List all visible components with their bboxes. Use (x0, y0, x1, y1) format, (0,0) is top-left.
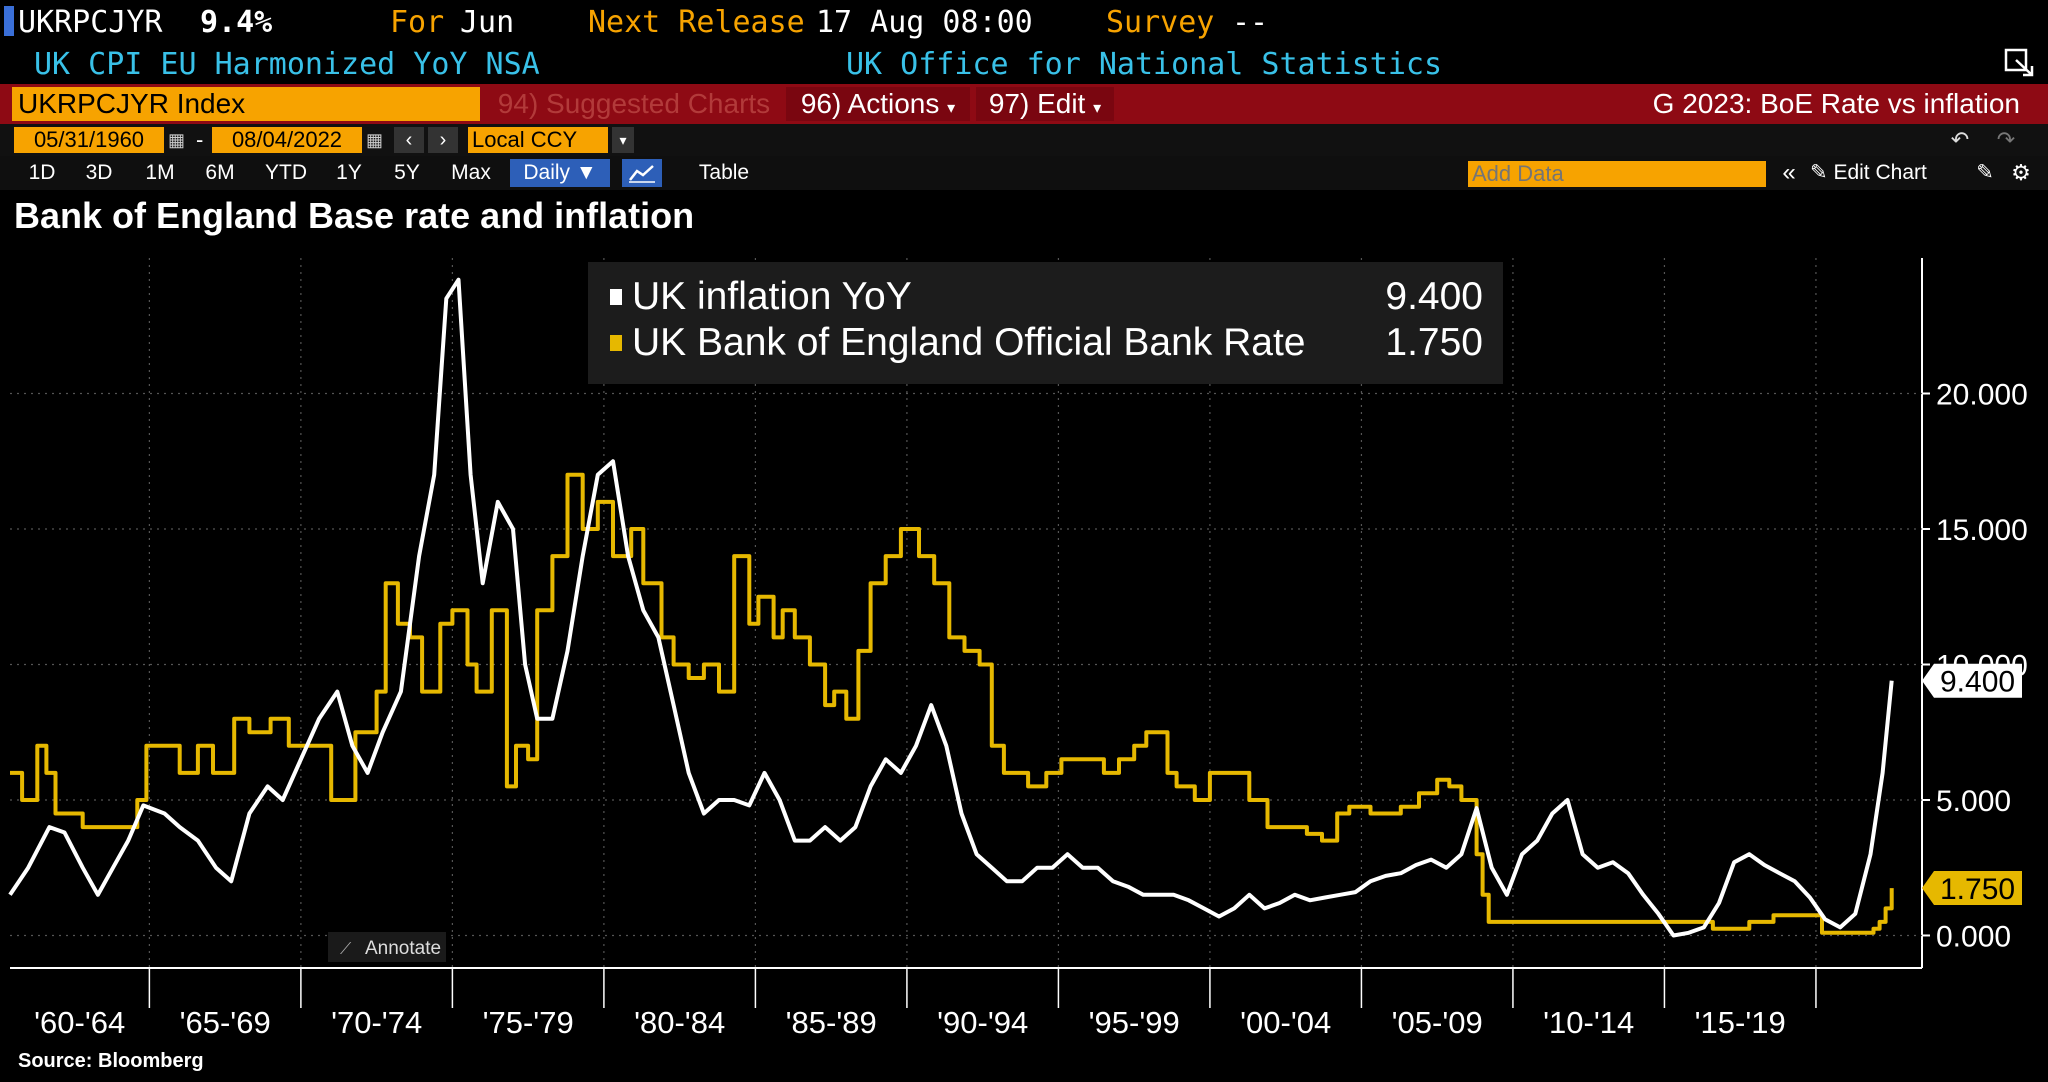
grid-lines (10, 258, 1923, 969)
actions-label: 96) Actions (800, 88, 940, 119)
source-organization: UK Office for National Statistics (846, 47, 1443, 82)
x-tick-label: '15-'19 (1695, 1005, 1786, 1040)
period-1d[interactable]: 1D (28, 161, 56, 184)
security-header-row: UKRPCJYR 9.4% For Jun Next Release 17 Au… (0, 0, 2048, 44)
next-period-button[interactable]: › (428, 127, 458, 153)
x-tick-label: '05-'09 (1392, 1005, 1483, 1040)
for-label: For (390, 5, 445, 40)
security-description: UK CPI EU Harmonized YoY NSA (34, 47, 540, 82)
annotate-label: Annotate (365, 938, 441, 959)
legend-swatch-inflation (610, 289, 622, 305)
y-tick-label: 0.000 (1936, 920, 2011, 953)
for-value: Jun (460, 5, 515, 40)
popout-icon[interactable] (2004, 48, 2036, 78)
ticker-marker (4, 6, 14, 36)
security-description-row: UK CPI EU Harmonized YoY NSA UK Office f… (0, 44, 2048, 84)
y-tick-label: 5.000 (1936, 785, 2011, 818)
edit-chart-button[interactable]: ✎ Edit Chart (1810, 159, 1968, 187)
currency-dropdown-icon[interactable]: ▾ (612, 127, 634, 153)
currency-select[interactable]: Local CCY (468, 127, 608, 153)
tag-value: 1.750 (1940, 873, 2015, 906)
edit-dropdown-icon: ▾ (1093, 100, 1102, 117)
frequency-select[interactable]: Daily ▼ (510, 159, 610, 187)
tag-shape (1922, 663, 2022, 698)
x-tick-label: '80-'84 (634, 1005, 725, 1040)
y-tick-label: 15.000 (1936, 514, 2028, 547)
line-chart[interactable]: '60-'64 '65-'69 '70-'74 '75-'79 '80-'84 '85-'… (0, 245, 2048, 1045)
survey-label: Survey (1106, 5, 1215, 40)
line-chart-icon[interactable] (622, 159, 662, 187)
start-calendar-icon[interactable]: ▦ (168, 130, 186, 150)
chart-name[interactable]: G 2023: BoE Rate vs inflation (1652, 88, 2020, 119)
legend-label-inflation: UK inflation YoY (632, 275, 912, 318)
inflation-last-value-tag: 9.400 (1922, 663, 2022, 699)
legend: UK inflation YoY 9.400 UK Bank of Englan… (588, 262, 1503, 384)
period-bar: 1D 3D 1M 6M YTD 1Y 5Y Max Daily ▼ Table … (0, 156, 2048, 190)
series-lines (8, 277, 1894, 938)
x-tick-label: '90-'94 (937, 1005, 1028, 1040)
tag-value: 9.400 (1940, 666, 2015, 699)
period-1y[interactable]: 1Y (336, 161, 362, 184)
add-data-input[interactable] (1468, 161, 1766, 187)
x-tick-label: '75-'79 (483, 1005, 574, 1040)
actions-dropdown-icon: ▾ (947, 100, 956, 117)
x-axis: '60-'64 '65-'69 '70-'74 '75-'79 '80-'84 '85-'… (34, 968, 1817, 1040)
pencil-icon: ✎ (1810, 161, 1828, 184)
x-tick-label: '65-'69 (180, 1005, 271, 1040)
annotate-button[interactable]: ⟋ Annotate (328, 932, 446, 962)
chart-title: Bank of England Base rate and inflation (14, 195, 695, 236)
date-range-bar: 05/31/1960 ▦ - 08/04/2022 ▦ ‹ › Local CC… (0, 124, 2048, 156)
legend-box (588, 262, 1503, 384)
x-tick-label: '00-'04 (1240, 1005, 1331, 1040)
inflation-line (8, 277, 1894, 938)
period-6m[interactable]: 6M (205, 161, 235, 184)
function-toolbar: UKRPCJYR Index 94) Suggested Charts 96) … (0, 84, 2048, 124)
x-tick-label: '85-'89 (786, 1005, 877, 1040)
legend-value-bank-rate: 1.750 (1385, 321, 1483, 364)
ticker-label: UKRPCJYR (18, 5, 163, 40)
date-separator: - (196, 127, 204, 152)
next-release-label: Next Release (588, 5, 805, 40)
x-tick-label: '60-'64 (34, 1005, 125, 1040)
period-ytd[interactable]: YTD (265, 161, 307, 184)
ticker-value: 9.4% (200, 5, 273, 40)
x-tick-label: '70-'74 (331, 1005, 422, 1040)
table-button[interactable]: Table (698, 161, 750, 184)
legend-label-bank-rate: UK Bank of England Official Bank Rate (632, 321, 1306, 364)
source-note: Source: Bloomberg (18, 1050, 204, 1072)
edit-menu-button[interactable]: 97) Edit ▾ (976, 87, 1114, 121)
end-calendar-icon[interactable]: ▦ (366, 130, 384, 150)
prev-period-button[interactable]: ‹ (394, 127, 424, 153)
period-1m[interactable]: 1M (145, 161, 175, 184)
x-tick-label: '95-'99 (1089, 1005, 1180, 1040)
survey-value: -- (1232, 5, 1269, 40)
legend-value-inflation: 9.400 (1385, 275, 1483, 318)
legend-swatch-bank-rate (610, 335, 622, 351)
bank-rate-line (10, 472, 1894, 935)
suggested-charts-button[interactable]: 94) Suggested Charts (497, 88, 771, 119)
period-5y[interactable]: 5Y (394, 161, 420, 184)
redo-icon[interactable]: ↷ (1996, 127, 2016, 152)
last-value-tags: 9.400 1.750 (1922, 663, 2022, 906)
next-release-value: 17 Aug 08:00 (816, 5, 1033, 40)
x-tick-label: '10-'14 (1543, 1005, 1634, 1040)
edit-label: 97) Edit (988, 88, 1086, 119)
period-max[interactable]: Max (451, 161, 491, 184)
settings-gear-icon[interactable]: ⚙ (2011, 160, 2031, 185)
tag-shape (1922, 871, 2022, 906)
collapse-icon[interactable]: « (1782, 159, 1796, 186)
start-date-input[interactable]: 05/31/1960 (14, 127, 164, 153)
y-tick-label: 20.000 (1936, 378, 2028, 411)
edit-icon[interactable]: ✎ (1976, 161, 1994, 184)
undo-icon[interactable]: ↶ (1950, 127, 1970, 152)
edit-chart-label: Edit Chart (1833, 161, 1927, 184)
actions-menu-button[interactable]: 96) Actions ▾ (786, 87, 970, 121)
period-3d[interactable]: 3D (85, 161, 113, 184)
bank-rate-last-value-tag: 1.750 (1922, 871, 2022, 906)
security-field[interactable]: UKRPCJYR Index (12, 87, 480, 121)
end-date-input[interactable]: 08/04/2022 (212, 127, 362, 153)
annotate-pencil-icon: ⟋ (340, 941, 352, 958)
